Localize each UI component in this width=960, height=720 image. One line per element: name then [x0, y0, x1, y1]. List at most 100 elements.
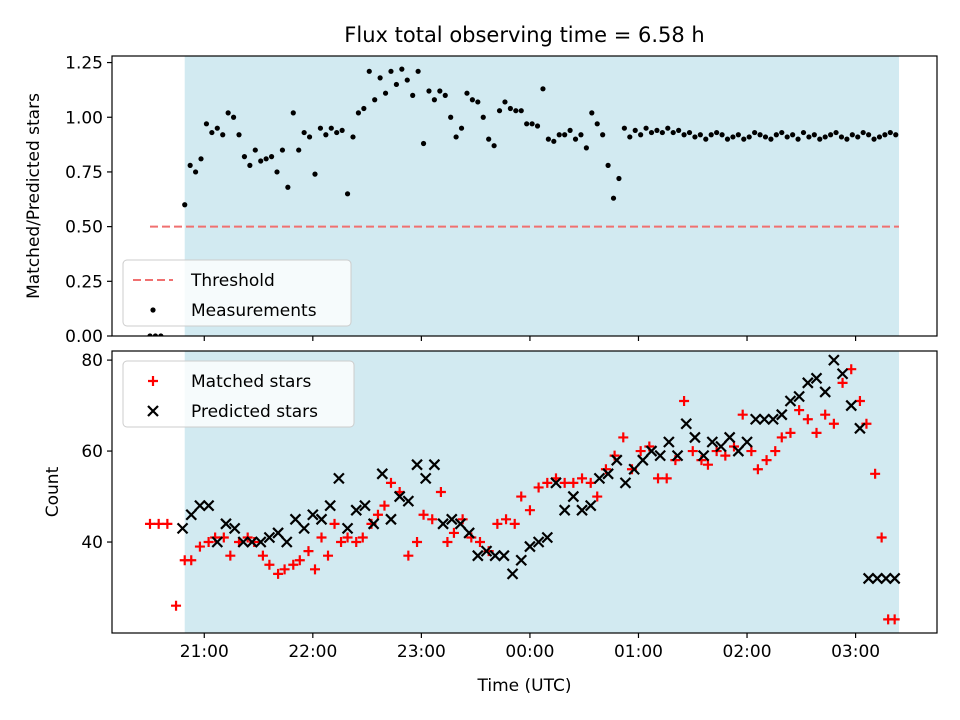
x-tick-label: 22:00 — [288, 642, 337, 662]
data-point — [697, 449, 710, 462]
data-point — [681, 132, 687, 138]
ratio-panel: 0.00 0.25 0.50 0.75 1.00 1.25 Matched/Predicte… — [24, 54, 938, 347]
data-point — [741, 436, 753, 448]
data-point — [209, 129, 215, 136]
data-point — [486, 136, 492, 142]
y-tick-label: 60 — [81, 442, 103, 462]
data-point — [428, 458, 441, 471]
y-tick-label: 80 — [81, 351, 103, 371]
data-point — [784, 134, 790, 140]
data-point — [862, 572, 875, 585]
series-predicted-stars — [176, 354, 901, 585]
x-tick-label: 21:00 — [180, 642, 229, 662]
data-point — [194, 499, 206, 512]
data-point — [474, 537, 485, 548]
y-tick-label: 0.50 — [65, 218, 103, 238]
data-point — [158, 333, 164, 336]
data-point — [393, 490, 406, 503]
data-point — [643, 125, 649, 131]
data-point — [469, 97, 475, 103]
data-point — [290, 110, 296, 116]
data-point — [334, 129, 340, 136]
data-point — [230, 114, 237, 120]
data-point — [198, 156, 204, 162]
data-point — [359, 499, 371, 512]
data-point — [192, 169, 199, 175]
data-point — [289, 513, 302, 526]
data-point — [714, 129, 720, 136]
data-point — [385, 513, 397, 526]
data-point — [687, 446, 698, 457]
data-point — [811, 427, 822, 438]
data-point — [876, 134, 883, 140]
data-point — [246, 536, 258, 548]
data-point — [307, 508, 319, 521]
data-point — [558, 504, 571, 516]
data-point — [225, 110, 231, 116]
data-point — [404, 77, 410, 83]
data-point — [730, 134, 736, 140]
data-point — [880, 572, 892, 585]
data-point — [659, 129, 665, 136]
data-point — [784, 395, 797, 407]
data-point — [182, 202, 188, 208]
data-point — [518, 108, 524, 114]
data-point — [323, 550, 334, 561]
data-point — [806, 134, 812, 140]
data-point — [501, 514, 512, 525]
data-point — [577, 473, 588, 484]
data-point — [453, 134, 459, 140]
y-tick-label: 0.00 — [65, 327, 103, 347]
data-point — [306, 134, 313, 140]
data-point — [802, 377, 814, 389]
data-point — [153, 518, 164, 529]
data-point — [529, 121, 535, 127]
data-point — [532, 536, 545, 548]
data-point — [888, 572, 901, 585]
data-point — [645, 445, 658, 457]
data-point — [357, 532, 368, 543]
data-point — [838, 134, 845, 140]
data-point — [610, 195, 617, 201]
data-point — [679, 396, 690, 407]
data-point — [372, 509, 383, 520]
data-point — [415, 68, 421, 74]
data-point — [870, 468, 881, 479]
data-point — [820, 409, 831, 420]
data-point — [589, 110, 595, 116]
data-point — [600, 132, 606, 138]
data-point — [435, 487, 446, 497]
data-point — [860, 129, 866, 136]
data-point — [507, 105, 513, 112]
data-point — [785, 427, 796, 438]
data-point — [618, 432, 629, 443]
data-point — [515, 554, 528, 567]
data-point — [876, 532, 887, 543]
data-point — [583, 145, 589, 151]
data-point — [361, 105, 367, 112]
data-point — [545, 136, 551, 142]
data-point — [437, 518, 449, 530]
data-point — [653, 473, 664, 484]
data-point — [533, 482, 544, 493]
data-point — [724, 136, 731, 142]
data-point — [194, 541, 205, 552]
data-point — [737, 409, 748, 420]
data-point — [355, 110, 362, 116]
legend-label: Predicted stars — [191, 402, 318, 422]
data-point — [258, 158, 264, 164]
y-tick-label: 0.25 — [65, 272, 103, 292]
data-point — [697, 132, 703, 138]
data-point — [619, 477, 632, 489]
data-point — [264, 559, 275, 570]
data-point — [567, 127, 573, 133]
data-point — [556, 132, 562, 138]
data-point — [567, 490, 580, 503]
data-point — [442, 537, 453, 548]
data-point — [263, 156, 269, 162]
data-point — [746, 446, 757, 457]
data-point — [403, 550, 414, 561]
data-point — [889, 614, 900, 625]
data-point — [491, 143, 497, 149]
data-point — [572, 136, 579, 142]
